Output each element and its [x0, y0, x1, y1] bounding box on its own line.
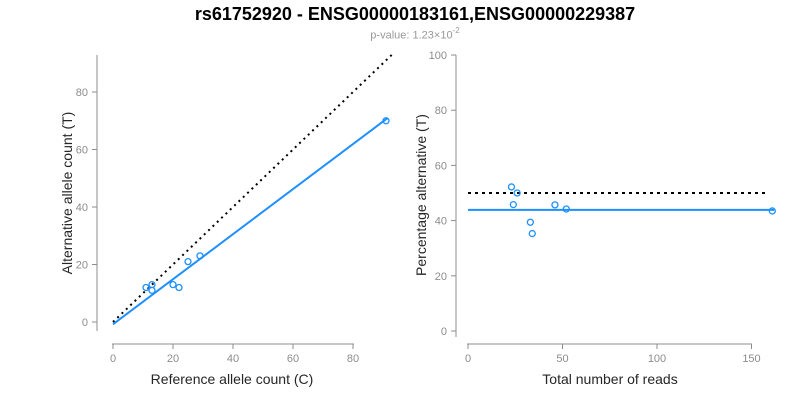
pvalue-subtitle: p-value: 1.23×10-2 — [30, 26, 800, 42]
figure-title: rs61752920 - ENSG00000183161,ENSG0000022… — [194, 4, 636, 24]
left-yaxis-title: Alternative allele count (T) — [59, 112, 75, 275]
x-tick-label: 100 — [648, 353, 666, 365]
fit-line — [112, 117, 389, 326]
y-tick-label: 80 — [435, 105, 447, 117]
data-point — [509, 200, 518, 209]
y-tick-label: 40 — [76, 202, 88, 214]
x-tick-label: 150 — [742, 353, 760, 365]
x-tick-label: 80 — [347, 353, 359, 365]
y-tick-label: 20 — [76, 260, 88, 272]
data-point — [382, 117, 390, 125]
x-tick-label: 20 — [167, 353, 179, 365]
data-point — [562, 205, 570, 213]
data-point — [169, 280, 177, 289]
y-tick-label: 100 — [429, 50, 447, 62]
data-point — [528, 229, 536, 238]
right-scatter-plot: 0 50 100 150 0 20 40 60 80 100 — [429, 50, 776, 365]
data-point — [175, 283, 183, 292]
x-tick-label: 0 — [465, 353, 471, 365]
y-tick-label: 40 — [435, 216, 447, 228]
y-tick-label: 60 — [435, 160, 447, 172]
x-tick-label: 40 — [227, 353, 239, 365]
right-yaxis-title: Percentage alternative (T) — [413, 114, 429, 276]
x-tick-label: 50 — [556, 353, 568, 365]
y-tick-label: 0 — [441, 326, 447, 338]
data-point — [551, 201, 559, 209]
data-point — [507, 183, 516, 191]
y-tick-label: 60 — [76, 145, 88, 157]
x-tick-label: 0 — [110, 353, 116, 365]
data-point — [196, 252, 204, 260]
data-point — [148, 286, 156, 295]
y-tick-label: 80 — [76, 87, 88, 99]
pvalue-text: p-value: 1.23×10 — [370, 29, 453, 42]
right-xaxis-title: Total number of reads — [542, 371, 677, 387]
pvalue-exponent: -2 — [452, 26, 460, 35]
data-point — [526, 218, 535, 226]
x-tick-label: 60 — [287, 353, 299, 365]
data-point — [142, 283, 150, 292]
left-xaxis-title: Reference allele count (C) — [151, 371, 314, 387]
y-tick-label: 20 — [435, 271, 447, 283]
data-point — [184, 257, 192, 266]
identity-dotted-line — [112, 53, 393, 323]
y-tick-label: 0 — [82, 317, 88, 329]
data-point — [513, 189, 521, 197]
data-point — [768, 207, 776, 215]
left-scatter-plot: 0 20 40 60 80 0 20 40 60 80 — [76, 53, 393, 365]
